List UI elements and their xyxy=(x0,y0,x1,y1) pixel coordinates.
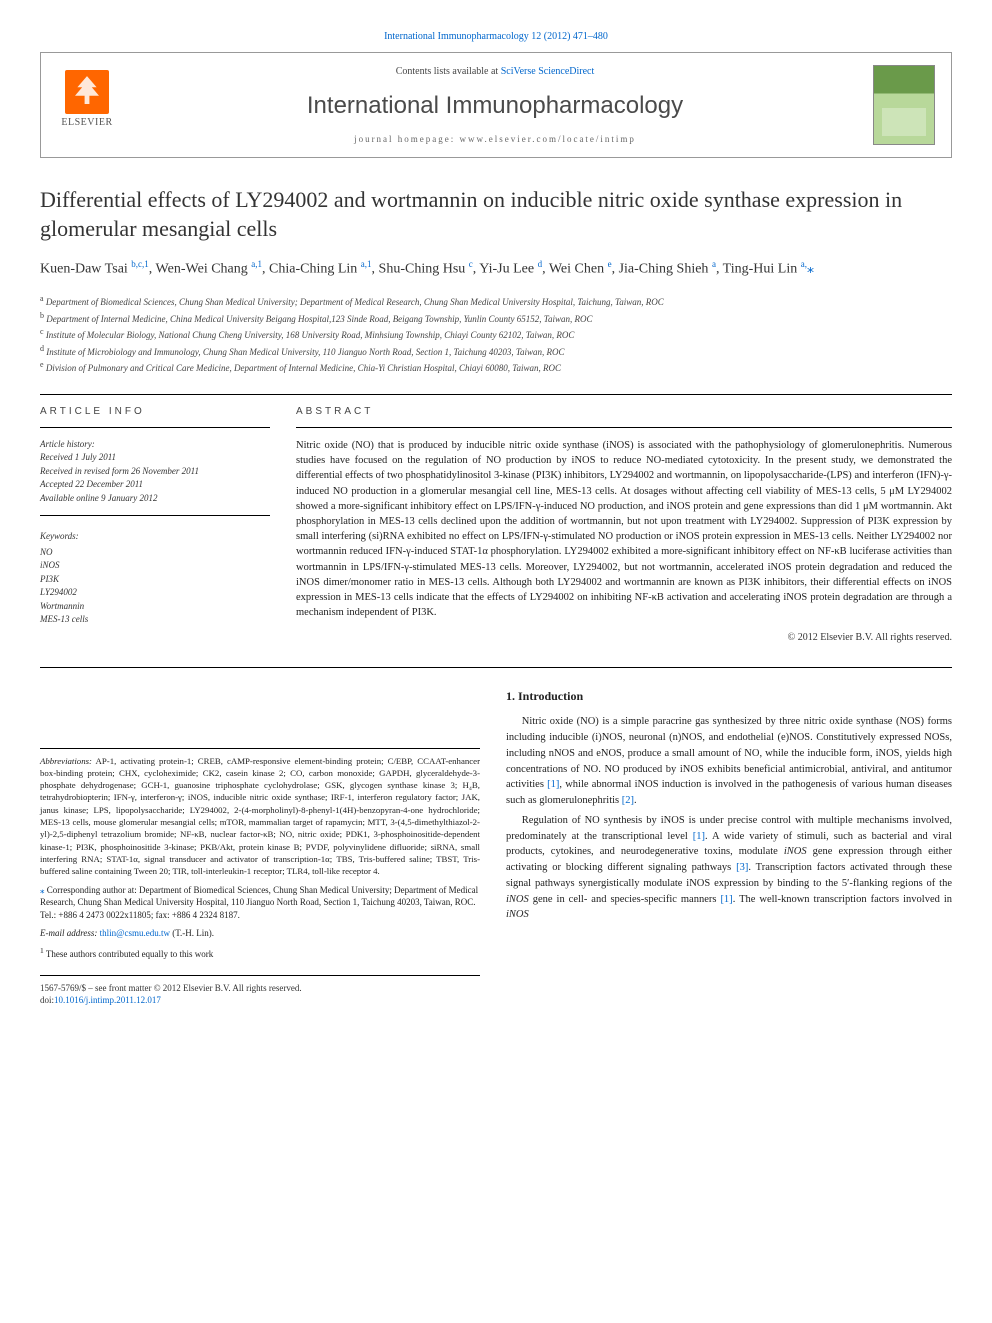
keyword-line: NO xyxy=(40,546,270,560)
email-name: (T.-H. Lin). xyxy=(172,928,214,938)
affiliation-line: b Department of Internal Medicine, China… xyxy=(40,310,952,327)
issn-line: 1567-5769/$ – see front matter © 2012 El… xyxy=(40,982,480,995)
abstract-rule xyxy=(296,427,952,428)
article-info-column: ARTICLE INFO Article history: Received 1… xyxy=(40,405,270,645)
top-citation: 12 (2012) 471–480 xyxy=(531,31,608,42)
email-link[interactable]: thlin@csmu.edu.tw xyxy=(100,928,170,938)
abstract-column: ABSTRACT Nitric oxide (NO) that is produ… xyxy=(296,405,952,645)
article-title: Differential effects of LY294002 and wor… xyxy=(40,186,952,243)
publisher-name: ELSEVIER xyxy=(61,116,112,130)
equal-contrib-footnote: 1 These authors contributed equally to t… xyxy=(40,946,480,961)
affiliation-line: a Department of Biomedical Sciences, Chu… xyxy=(40,293,952,310)
homepage-line: journal homepage: www.elsevier.com/locat… xyxy=(117,133,873,146)
homepage-prefix: journal homepage: xyxy=(354,134,459,144)
citation-link[interactable]: [1] xyxy=(693,831,705,842)
citation-link[interactable]: [1] xyxy=(547,779,559,790)
email-label: E-mail address: xyxy=(40,928,97,938)
abstract-copyright: © 2012 Elsevier B.V. All rights reserved… xyxy=(296,631,952,645)
history-label: Article history: xyxy=(40,438,270,452)
intro-paragraph: Regulation of NO synthesis by iNOS is un… xyxy=(506,813,952,923)
history-line: Accepted 22 December 2011 xyxy=(40,478,270,492)
doi-link[interactable]: 10.1016/j.intimp.2011.12.017 xyxy=(54,995,161,1005)
introduction-heading: 1. Introduction xyxy=(506,688,952,705)
corresponding-author-block: ⁎ Corresponding author at: Department of… xyxy=(40,884,480,922)
section-rule-top xyxy=(40,394,952,395)
citation-link[interactable]: [1] xyxy=(720,894,732,905)
footnote-sup: 1 xyxy=(40,946,44,955)
history-line: Received 1 July 2011 xyxy=(40,451,270,465)
abbrev-text: AP-1, activating protein-1; CREB, cAMP-r… xyxy=(40,756,480,877)
keyword-line: LY294002 xyxy=(40,586,270,600)
keywords-label: Keywords: xyxy=(40,530,270,544)
abbreviations-block: Abbreviations: AP-1, activating protein-… xyxy=(40,748,480,878)
footer-block: 1567-5769/$ – see front matter © 2012 El… xyxy=(40,975,480,1007)
section-rule-bottom xyxy=(40,667,952,668)
affiliation-list: a Department of Biomedical Sciences, Chu… xyxy=(40,293,952,376)
history-line: Available online 9 January 2012 xyxy=(40,492,270,506)
sciencedirect-link[interactable]: SciVerse ScienceDirect xyxy=(501,66,595,77)
lower-columns: Abbreviations: AP-1, activating protein-… xyxy=(40,688,952,1007)
footnote-text: These authors contributed equally to thi… xyxy=(46,949,213,959)
abstract-heading: ABSTRACT xyxy=(296,405,952,419)
journal-name: International Immunopharmacology xyxy=(117,89,873,123)
page-container: International Immunopharmacology 12 (201… xyxy=(0,0,992,1037)
article-info-heading: ARTICLE INFO xyxy=(40,405,270,419)
footnotes-column: Abbreviations: AP-1, activating protein-… xyxy=(40,688,480,1007)
affiliation-line: d Institute of Microbiology and Immunolo… xyxy=(40,343,952,360)
email-block: E-mail address: thlin@csmu.edu.tw (T.-H.… xyxy=(40,927,480,940)
elsevier-logo: ELSEVIER xyxy=(57,70,117,140)
elsevier-tree-icon xyxy=(65,70,109,114)
journal-header: ELSEVIER Contents lists available at Sci… xyxy=(40,52,952,158)
keyword-line: iNOS xyxy=(40,559,270,573)
affiliation-line: c Institute of Molecular Biology, Nation… xyxy=(40,326,952,343)
info-rule xyxy=(40,427,270,428)
homepage-url[interactable]: www.elsevier.com/locate/intimp xyxy=(460,134,636,144)
header-center: Contents lists available at SciVerse Sci… xyxy=(117,65,873,145)
contents-prefix: Contents lists available at xyxy=(396,66,501,77)
intro-paragraph: Nitric oxide (NO) is a simple paracrine … xyxy=(506,714,952,809)
journal-citation-link[interactable]: International Immunopharmacology 12 (201… xyxy=(384,31,608,42)
article-history: Article history: Received 1 July 2011Rec… xyxy=(40,438,270,517)
info-abstract-row: ARTICLE INFO Article history: Received 1… xyxy=(40,405,952,645)
abstract-text: Nitric oxide (NO) that is produced by in… xyxy=(296,438,952,621)
corr-star: ⁎ xyxy=(40,885,45,895)
top-citation-link: International Immunopharmacology 12 (201… xyxy=(40,30,952,44)
keywords-block: Keywords: NOiNOSPI3KLY294002WortmanninME… xyxy=(40,530,270,627)
contents-line: Contents lists available at SciVerse Sci… xyxy=(117,65,873,79)
doi-label: doi: xyxy=(40,995,54,1005)
keyword-line: PI3K xyxy=(40,573,270,587)
introduction-column: 1. Introduction Nitric oxide (NO) is a s… xyxy=(506,688,952,1007)
journal-cover-thumbnail xyxy=(873,65,935,145)
corr-text: Corresponding author at: Department of B… xyxy=(40,885,478,920)
author-list: Kuen-Daw Tsai b,c,1, Wen-Wei Chang a,1, … xyxy=(40,257,952,281)
citation-link[interactable]: [2] xyxy=(622,795,634,806)
citation-link[interactable]: [3] xyxy=(736,862,748,873)
history-line: Received in revised form 26 November 201… xyxy=(40,465,270,479)
keyword-line: Wortmannin xyxy=(40,600,270,614)
affiliation-line: e Division of Pulmonary and Critical Car… xyxy=(40,359,952,376)
keyword-line: MES-13 cells xyxy=(40,613,270,627)
abbrev-label: Abbreviations: xyxy=(40,756,92,766)
top-journal: International Immunopharmacology xyxy=(384,31,529,42)
